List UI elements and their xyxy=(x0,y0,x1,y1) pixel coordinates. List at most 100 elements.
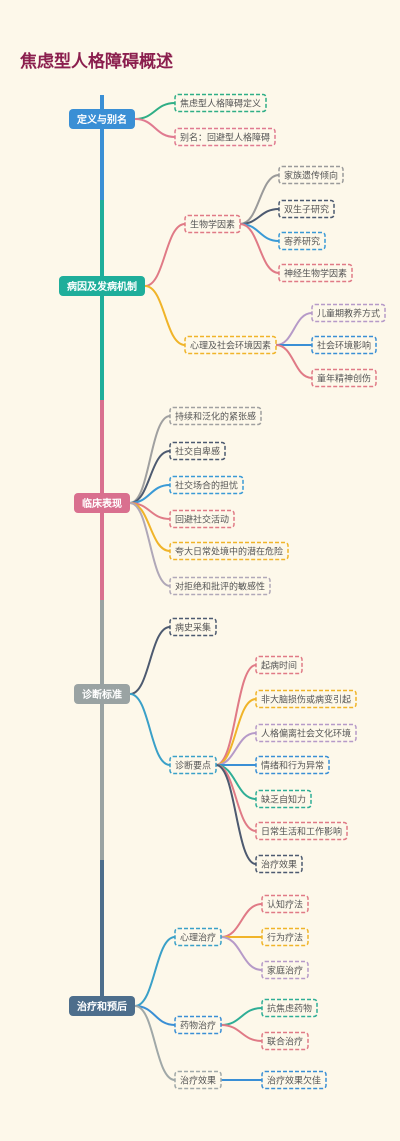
node xyxy=(278,165,344,185)
node xyxy=(174,127,276,147)
connector xyxy=(129,626,171,695)
node xyxy=(169,617,217,637)
node xyxy=(255,655,303,675)
main-node-label: 临床表现 xyxy=(82,497,122,510)
node xyxy=(169,541,289,561)
node-label: 联合治疗 xyxy=(267,1036,303,1048)
connector xyxy=(220,903,263,938)
connectors xyxy=(100,95,313,1081)
node-label: 社会环境影响 xyxy=(317,340,371,352)
connector xyxy=(239,223,280,274)
node xyxy=(255,821,348,841)
connector xyxy=(275,312,313,346)
node xyxy=(255,723,357,743)
node xyxy=(255,755,330,775)
node xyxy=(261,1070,327,1090)
node-label: 日常生活和工作影响 xyxy=(261,826,342,838)
main-node xyxy=(69,109,135,129)
node xyxy=(169,509,235,529)
node-label: 对拒绝和批评的敏感性 xyxy=(175,581,265,593)
node-label: 治疗效果 xyxy=(261,859,297,871)
node-label: 抗焦虑药物 xyxy=(267,1003,312,1015)
node-label: 社交自卑感 xyxy=(175,446,220,458)
node-label: 持续和泛化的紧张感 xyxy=(175,411,256,423)
node-label: 治疗效果欠佳 xyxy=(267,1075,321,1087)
node xyxy=(255,689,357,709)
node-label: 行为疗法 xyxy=(267,932,303,944)
node-label: 焦虑型人格障碍定义 xyxy=(180,98,261,110)
node-label: 儿童期教养方式 xyxy=(317,308,380,320)
node-label: 人格偏离社会文化环境 xyxy=(261,728,351,740)
node-label: 治疗效果 xyxy=(180,1075,216,1087)
connector xyxy=(220,1024,263,1042)
node-label: 童年精神创伤 xyxy=(317,373,371,385)
main-node xyxy=(69,996,135,1016)
node xyxy=(174,1015,222,1035)
node xyxy=(169,576,271,596)
node-label: 家庭治疗 xyxy=(267,965,303,977)
connector xyxy=(220,1007,263,1026)
node xyxy=(184,214,241,234)
node xyxy=(278,199,335,219)
node-label: 非大脑损伤或病变引起 xyxy=(261,694,351,706)
node-label: 心理及社会环境因素 xyxy=(190,340,271,352)
connector xyxy=(134,936,176,1007)
node xyxy=(169,441,226,461)
node-label: 神经生物学因素 xyxy=(284,268,347,280)
node xyxy=(169,475,244,495)
connector xyxy=(215,764,257,865)
node xyxy=(174,1070,222,1090)
node-label: 认知疗法 xyxy=(267,899,303,911)
node-label: 家族遗传倾向 xyxy=(284,170,338,182)
node-label: 心理治疗 xyxy=(180,932,216,944)
node-label: 情绪和行为异常 xyxy=(261,760,324,772)
connector xyxy=(134,118,176,138)
node-label: 生物学因素 xyxy=(190,219,235,231)
main-node xyxy=(74,684,130,704)
node xyxy=(311,368,377,388)
node-label: 夸大日常处境中的潜在危险 xyxy=(175,546,283,558)
node xyxy=(278,231,326,251)
connector xyxy=(144,223,186,287)
title: 焦虑型人格障碍概述 xyxy=(19,51,173,72)
node xyxy=(311,335,377,355)
node xyxy=(278,263,353,283)
node-label: 病史采集 xyxy=(175,622,211,634)
node xyxy=(261,998,318,1018)
node-label: 别名：回避型人格障碍 xyxy=(180,132,270,144)
connector xyxy=(275,344,313,379)
connector xyxy=(129,693,171,766)
node-label: 缺乏自知力 xyxy=(261,794,306,806)
node xyxy=(311,303,386,323)
node xyxy=(174,93,267,113)
node xyxy=(261,960,309,980)
connector xyxy=(215,664,257,766)
node xyxy=(169,406,262,426)
node-label: 寄养研究 xyxy=(284,236,320,248)
node xyxy=(261,1031,309,1051)
main-node xyxy=(74,493,130,513)
node xyxy=(261,927,309,947)
connector xyxy=(220,936,263,971)
connector xyxy=(134,1005,176,1081)
node xyxy=(169,755,217,775)
main-node-label: 治疗和预后 xyxy=(77,1000,127,1013)
node xyxy=(184,335,277,355)
node-label: 药物治疗 xyxy=(180,1020,216,1032)
main-node-label: 病因及发病机制 xyxy=(67,280,137,293)
node xyxy=(261,894,309,914)
connector xyxy=(129,415,171,504)
node-label: 社交场合的担忧 xyxy=(175,480,238,492)
connector xyxy=(215,698,257,766)
connector xyxy=(129,502,171,587)
connector xyxy=(144,285,186,346)
node-label: 双生子研究 xyxy=(284,204,329,216)
node-label: 回避社交活动 xyxy=(175,514,229,526)
connector xyxy=(134,102,176,120)
node-label: 起病时间 xyxy=(261,660,297,672)
node xyxy=(255,854,303,874)
main-node-label: 诊断标准 xyxy=(82,688,122,701)
node xyxy=(255,789,312,809)
main-node-label: 定义与别名 xyxy=(77,113,127,126)
